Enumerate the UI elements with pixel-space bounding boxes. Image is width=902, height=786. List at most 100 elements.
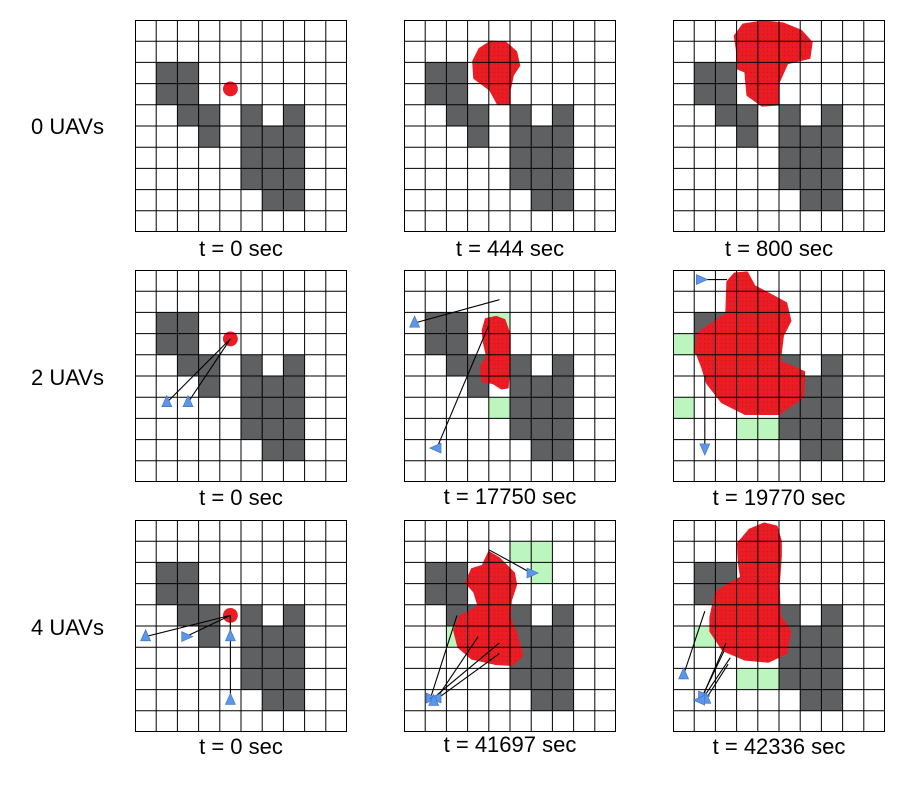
fire-region bbox=[733, 20, 813, 107]
obstacle-cell bbox=[552, 626, 574, 648]
fire-region bbox=[709, 522, 792, 663]
obstacle-cell bbox=[552, 354, 574, 376]
obstacle-cell bbox=[177, 62, 199, 84]
obstacle-cell bbox=[531, 189, 553, 211]
obstacle-cell bbox=[821, 147, 843, 169]
obstacle-cell bbox=[446, 83, 468, 105]
obstacle-cell bbox=[531, 647, 553, 669]
uav-sensing-line bbox=[488, 549, 532, 574]
obstacle-cell bbox=[177, 312, 199, 334]
row-label-2-uavs: 2 UAVs bbox=[31, 365, 104, 390]
obstacle-cell bbox=[821, 604, 843, 626]
obstacle-cell bbox=[736, 126, 758, 148]
obstacle-cell bbox=[800, 376, 822, 398]
obstacle-cell bbox=[177, 583, 199, 605]
obstacle-cell bbox=[283, 689, 305, 711]
obstacle-cell bbox=[531, 376, 553, 398]
obstacle-cell bbox=[552, 376, 574, 398]
uav-icon bbox=[140, 628, 152, 642]
obstacle-cell bbox=[446, 104, 468, 126]
obstacle-cell bbox=[198, 376, 220, 398]
uav-icon bbox=[692, 694, 706, 706]
uav-sensing-line bbox=[683, 610, 706, 675]
uav-sensing-line bbox=[435, 642, 500, 697]
obstacle-cell bbox=[425, 83, 447, 105]
obstacle-cell bbox=[510, 104, 532, 126]
obstacle-cell bbox=[283, 104, 305, 126]
uav-icon bbox=[699, 443, 711, 456]
obstacle-cell bbox=[552, 397, 574, 419]
obstacle-cell bbox=[800, 147, 822, 169]
grid-svg bbox=[673, 520, 885, 732]
obstacle-cell bbox=[800, 418, 822, 440]
obstacle-cell bbox=[425, 62, 447, 84]
obstacle-cell bbox=[241, 168, 263, 190]
uav-icon bbox=[696, 274, 709, 286]
obstacle-cell bbox=[552, 418, 574, 440]
sensed-cell bbox=[510, 541, 532, 563]
obstacle-cell bbox=[531, 689, 553, 711]
grid-panel bbox=[673, 520, 885, 732]
obstacle-cell bbox=[283, 626, 305, 648]
obstacle-cell bbox=[531, 418, 553, 440]
obstacle-cell bbox=[262, 126, 284, 148]
obstacle-cell bbox=[800, 668, 822, 690]
obstacle-cell bbox=[177, 562, 199, 584]
obstacle-cell bbox=[531, 126, 553, 148]
obstacle-cell bbox=[715, 104, 737, 126]
obstacle-cell bbox=[425, 583, 447, 605]
obstacle-cell bbox=[156, 312, 178, 334]
obstacle-cell bbox=[821, 418, 843, 440]
obstacle-cell bbox=[821, 104, 843, 126]
obstacle-cell bbox=[241, 126, 263, 148]
fire-region bbox=[479, 315, 511, 390]
obstacle-cell bbox=[262, 189, 284, 211]
obstacle-cell bbox=[156, 83, 178, 105]
sensed-cell bbox=[673, 397, 695, 419]
grid-svg bbox=[135, 20, 347, 232]
grid-lines bbox=[135, 20, 347, 232]
obstacle-cell bbox=[241, 376, 263, 398]
sensed-cell bbox=[736, 668, 758, 690]
uav-icon bbox=[526, 567, 539, 579]
obstacle-cell bbox=[446, 62, 468, 84]
obstacle-cell bbox=[177, 83, 199, 105]
obstacle-cell bbox=[779, 147, 801, 169]
obstacle-cell bbox=[779, 104, 801, 126]
obstacle-cell bbox=[715, 62, 737, 84]
grid-lines bbox=[673, 20, 885, 232]
obstacle-cell bbox=[241, 354, 263, 376]
obstacle-cell bbox=[156, 583, 178, 605]
obstacle-cell bbox=[177, 604, 199, 626]
obstacle-cell bbox=[262, 647, 284, 669]
uav-sensing-line bbox=[145, 614, 231, 638]
obstacle-cell bbox=[283, 126, 305, 148]
grid-svg bbox=[404, 270, 616, 482]
obstacle-cell bbox=[283, 418, 305, 440]
obstacle-cell bbox=[156, 562, 178, 584]
fire-origin bbox=[222, 607, 238, 623]
uav-sensing-line bbox=[703, 657, 731, 698]
obstacle-cell bbox=[283, 189, 305, 211]
obstacle-cell bbox=[531, 668, 553, 690]
time-caption: t = 444 sec bbox=[455, 236, 565, 261]
time-caption: t = 17750 sec bbox=[443, 484, 577, 509]
obstacle-cell bbox=[821, 668, 843, 690]
obstacle-cell bbox=[283, 647, 305, 669]
obstacle-cell bbox=[736, 104, 758, 126]
grid-panel bbox=[135, 520, 347, 732]
obstacle-cell bbox=[177, 333, 199, 355]
obstacle-cell bbox=[446, 354, 468, 376]
obstacle-cell bbox=[198, 354, 220, 376]
uav-icon bbox=[182, 394, 194, 407]
obstacle-cell bbox=[694, 583, 716, 605]
uav-sensing-line bbox=[414, 299, 500, 324]
obstacle-cell bbox=[552, 439, 574, 461]
obstacle-cell bbox=[241, 418, 263, 440]
obstacle-cell bbox=[800, 168, 822, 190]
obstacle-cell bbox=[552, 147, 574, 169]
obstacle-cell bbox=[198, 104, 220, 126]
sensed-cell bbox=[531, 562, 553, 584]
obstacle-cell bbox=[241, 668, 263, 690]
obstacle-cell bbox=[694, 83, 716, 105]
